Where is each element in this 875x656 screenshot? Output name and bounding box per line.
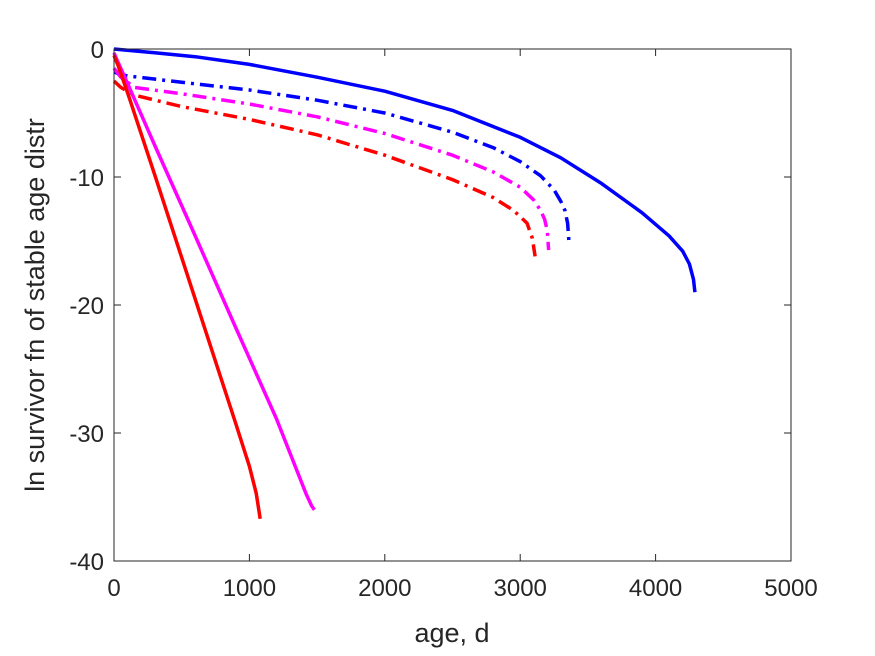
x-tick-label: 1000 [223,575,276,602]
series-line-1 [113,47,697,293]
series-line-3 [112,67,551,251]
y-tick-label: -40 [69,549,104,576]
y-tick-label: 0 [91,37,104,64]
series-line-6 [112,54,262,520]
x-tick-label: 3000 [494,575,547,602]
y-tick-label: -10 [69,165,104,192]
series-line-2 [113,70,571,242]
x-axis: 0 1000 2000 3000 4000 5000 [107,49,818,602]
series-line-4 [112,79,537,257]
x-tick-label: 0 [107,575,120,602]
x-tick-label: 4000 [629,575,682,602]
x-tick-label: 5000 [764,575,817,602]
series-layer [112,47,697,520]
x-tick-label: 2000 [358,575,411,602]
plot-area-background [114,49,791,561]
y-axis-label: ln survivor fn of stable age distr [20,118,50,492]
y-tick-label: -30 [69,421,104,448]
y-axis: 0 -10 -20 -30 -40 [69,37,791,576]
x-axis-label: age, d [414,618,489,648]
y-tick-label: -20 [69,293,104,320]
